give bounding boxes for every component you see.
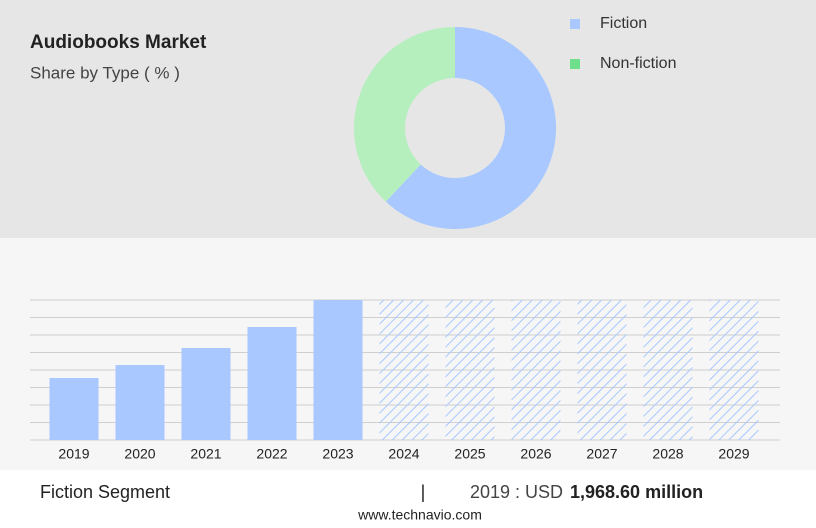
forecast-bar [511,300,561,440]
forecast-bar [643,300,693,440]
x-tick-label: 2020 [124,446,155,462]
footer-source: www.technavio.com [357,507,482,523]
legend-label: Non-fiction [600,55,676,72]
legend-label: Fiction [600,15,647,32]
x-tick-label: 2021 [190,446,221,462]
x-tick-label: 2026 [520,446,551,462]
bar [115,365,165,440]
bar [181,348,231,440]
x-tick-label: 2029 [718,446,749,462]
x-tick-label: 2024 [388,446,419,462]
forecast-bar [445,300,495,440]
footer-segment: Fiction Segment [40,482,170,502]
bar [49,377,99,440]
bar [313,300,363,440]
forecast-bar [379,300,429,440]
x-tick-label: 2025 [454,446,485,462]
donut-slice [354,27,455,202]
chart-subtitle: Share by Type ( % ) [30,63,180,82]
footer-separator: | [421,482,426,502]
x-tick-label: 2027 [586,446,617,462]
chart-title: Audiobooks Market [30,32,207,53]
legend-swatch [570,59,580,69]
forecast-bar [709,300,759,440]
footer-year: 2019 : USD [470,482,563,502]
x-tick-label: 2028 [652,446,683,462]
donut-slice [385,27,557,229]
footer-amount: 1,968.60 million [570,482,703,502]
legend-swatch [570,19,580,29]
bar [247,326,297,440]
x-tick-label: 2023 [322,446,353,462]
x-tick-label: 2019 [58,446,89,462]
x-tick-label: 2022 [256,446,287,462]
forecast-bar [577,300,627,440]
